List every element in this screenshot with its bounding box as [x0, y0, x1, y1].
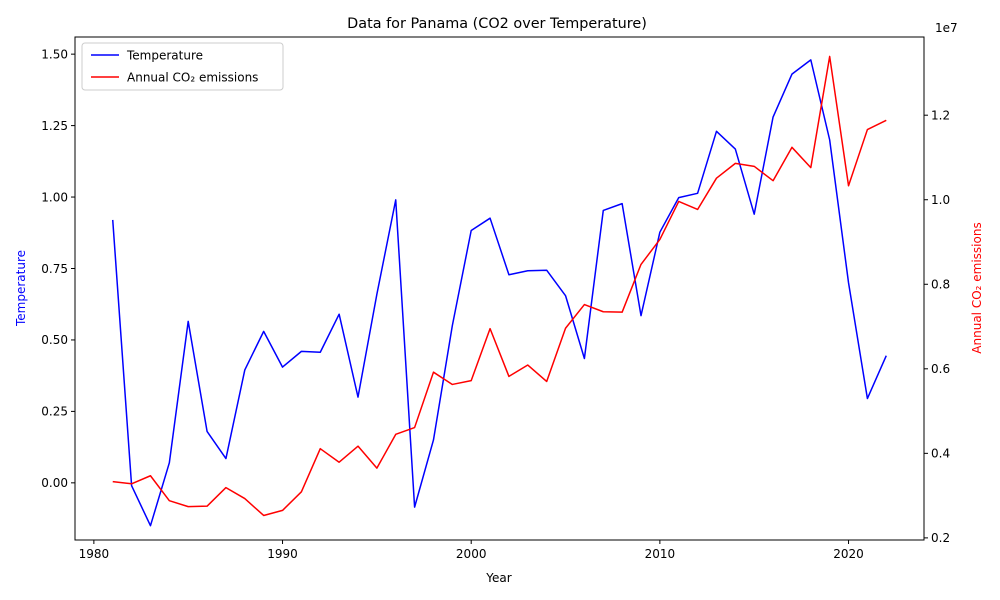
- legend-label-temperature: Temperature: [126, 49, 203, 63]
- legend-label-co2: Annual CO₂ emissions: [127, 71, 258, 85]
- left-y-tick-label: 1.00: [41, 190, 68, 204]
- legend: Temperature Annual CO₂ emissions: [81, 42, 284, 91]
- right-y-tick-label: 0.8: [931, 278, 950, 292]
- series-layer: [111, 55, 887, 527]
- left-y-tick-label: 1.50: [41, 47, 68, 61]
- x-tick-label: 2010: [645, 547, 676, 561]
- left-y-tick-label: 0.25: [41, 405, 68, 419]
- legend-box: [81, 42, 284, 91]
- chart-title: Data for Panama (CO2 over Temperature): [347, 16, 647, 32]
- right-y-tick-label: 0.4: [931, 447, 950, 461]
- x-axis: 1980 1990 2000 2010 2020: [79, 540, 864, 561]
- right-y-tick-label: 0.2: [931, 531, 950, 545]
- right-y-tick-label: 0.6: [931, 362, 950, 376]
- right-y-axis: 0.2 0.4 0.6 0.8 1.0 1.2: [924, 108, 950, 545]
- right-y-tick-label: 1.0: [931, 193, 950, 207]
- x-tick-label: 2000: [456, 547, 487, 561]
- left-y-tick-label: 1.25: [41, 119, 68, 133]
- left-y-tick-label: 0.75: [41, 262, 68, 276]
- temperature-line: [111, 59, 887, 527]
- x-tick-label: 1990: [267, 547, 298, 561]
- x-tick-label: 2020: [833, 547, 864, 561]
- co2-emissions-line: [112, 55, 887, 517]
- left-y-tick-label: 0.00: [41, 476, 68, 490]
- plot-frame: [74, 36, 925, 541]
- left-y-axis: 0.00 0.25 0.50 0.75 1.00 1.25 1.50: [41, 47, 75, 490]
- right-y-tick-label: 1.2: [931, 108, 950, 122]
- right-axis-label: Annual CO₂ emissions: [970, 222, 984, 353]
- left-axis-label: Temperature: [14, 250, 28, 327]
- x-tick-label: 1980: [79, 547, 110, 561]
- left-y-tick-label: 0.50: [41, 333, 68, 347]
- x-axis-label: Year: [485, 571, 511, 585]
- right-axis-offset-text: 1e7: [935, 21, 958, 35]
